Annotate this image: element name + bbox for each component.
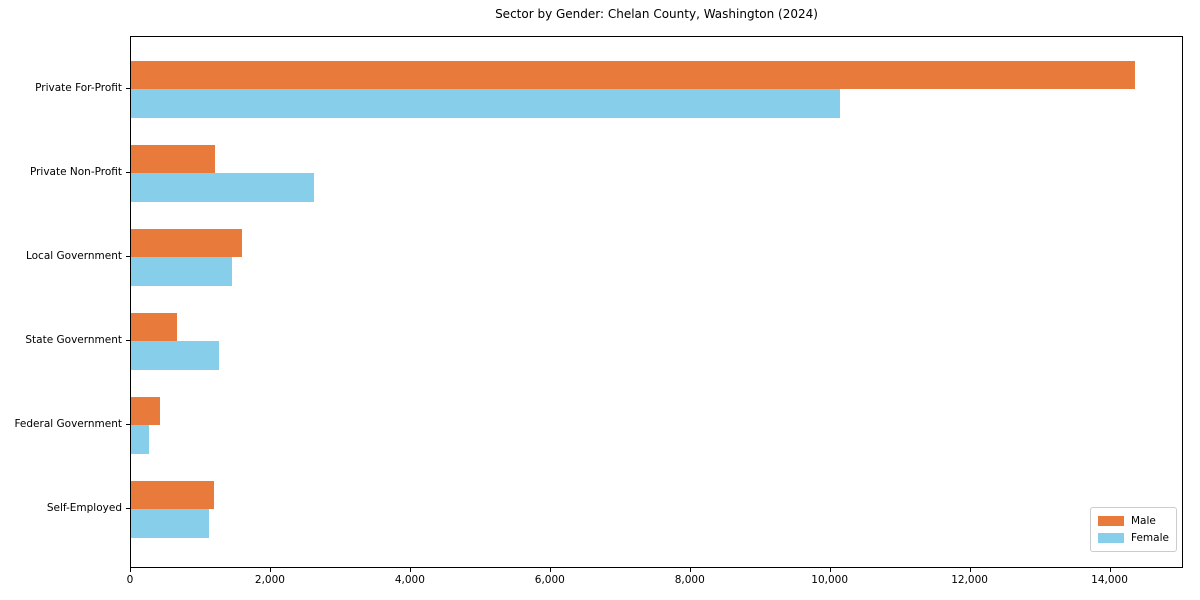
plot-area	[130, 36, 1183, 568]
bar-female-private-for-profit	[131, 89, 841, 118]
x-tick-mark	[829, 568, 831, 572]
x-tick-label-0: 0	[126, 574, 134, 586]
y-tick-label-private-non-profit: Private Non-Profit	[29, 166, 122, 178]
x-tick-mark	[409, 568, 411, 572]
x-tick-label-14-000: 14,000	[1091, 574, 1128, 586]
x-tick-mark	[969, 568, 971, 572]
female-legend-swatch	[1098, 533, 1124, 543]
female-legend-label: Female	[1131, 532, 1169, 544]
male-legend-swatch	[1098, 516, 1124, 526]
x-tick-mark	[549, 568, 551, 572]
y-tick-mark	[126, 508, 130, 509]
y-tick-mark	[126, 256, 130, 257]
y-tick-label-self-employed: Self-Employed	[46, 502, 122, 514]
y-tick-label-private-for-profit: Private For-Profit	[35, 82, 122, 94]
bar-female-state-government	[131, 341, 219, 370]
y-tick-mark	[126, 424, 130, 425]
x-tick-label-2-000: 2,000	[254, 574, 285, 586]
bar-male-private-for-profit	[131, 60, 1136, 89]
bar-female-self-employed	[131, 509, 209, 538]
x-tick-label-4-000: 4,000	[394, 574, 425, 586]
legend: Male Female	[1090, 507, 1177, 552]
x-tick-mark	[1109, 568, 1111, 572]
x-tick-mark	[130, 568, 131, 572]
x-tick-mark	[689, 568, 691, 572]
y-tick-mark	[126, 172, 130, 173]
y-tick-mark	[126, 88, 130, 89]
bar-female-private-non-profit	[131, 173, 314, 202]
y-tick-label-local-government: Local Government	[25, 250, 122, 262]
bar-male-private-non-profit	[131, 144, 215, 173]
y-tick-label-federal-government: Federal Government	[14, 418, 122, 430]
legend-item-male: Male	[1098, 515, 1169, 527]
x-tick-label-10-000: 10,000	[811, 574, 849, 586]
legend-item-female: Female	[1098, 532, 1169, 544]
x-tick-mark	[269, 568, 271, 572]
male-legend-label: Male	[1131, 515, 1156, 527]
bar-male-self-employed	[131, 480, 214, 509]
x-tick-label-12-000: 12,000	[951, 574, 988, 586]
bar-female-federal-government	[131, 425, 149, 454]
bar-male-federal-government	[131, 396, 161, 425]
bar-male-state-government	[131, 312, 177, 341]
bar-male-local-government	[131, 228, 242, 257]
y-tick-label-state-government: State Government	[25, 334, 122, 346]
bar-female-local-government	[131, 257, 233, 286]
y-tick-mark	[126, 340, 130, 341]
x-tick-label-8-000: 8,000	[674, 574, 705, 586]
x-tick-label-6-000: 6,000	[534, 574, 565, 586]
chart-title: Sector by Gender: Chelan County, Washing…	[495, 7, 818, 21]
